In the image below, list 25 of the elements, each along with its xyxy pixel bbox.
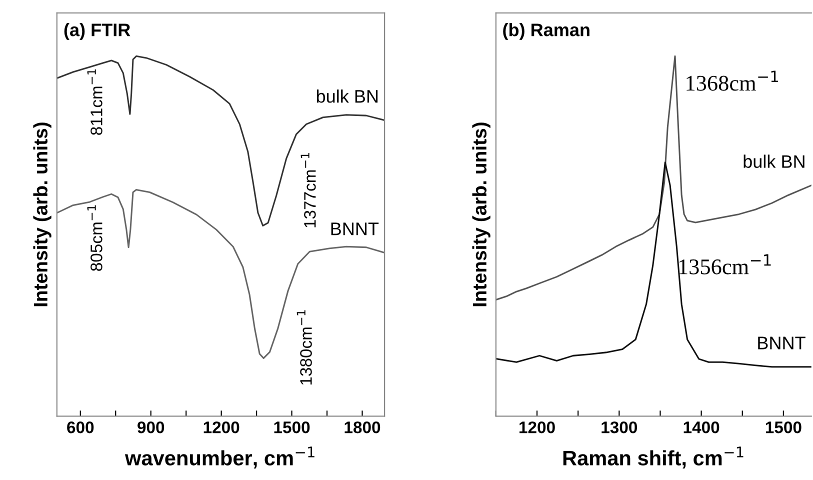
series-label: BNNT [331,222,379,236]
annotation: 1368cm$^{−1}$ [686,70,778,91]
x-tick-label: 900 [138,421,164,434]
x-tick-label: 1400 [684,421,720,434]
x-tick-label: 1500 [274,421,310,434]
chart-title: (b) Raman [503,23,590,40]
x-tick-label: 1200 [204,421,240,434]
y-axis-title: Intensity (arb. units) [33,122,52,306]
annotation: 1377cm$^{−1}$ [300,152,316,228]
x-tick-label: 1500 [766,421,802,434]
annotation: 805cm$^{−1}$ [87,205,102,271]
x-tick-label: 1200 [520,421,555,434]
y-axis-title: Intensity (arb. units) [472,122,490,306]
annotation: 1356cm$^{−1}$ [679,254,771,274]
x-axis-title: Raman shift, cm$^{−1}$ [563,446,744,469]
annotation: 811cm$^{−1}$ [87,69,102,135]
x-tick-label: 1300 [602,421,638,434]
series-label: bulk BN [744,154,804,168]
annotation: 1380cm$^{−1}$ [296,310,312,385]
x-tick-label: 1800 [344,421,380,434]
x-axis-title: wavenumber, cm$^{−1}$ [124,446,314,469]
x-tick-label: 600 [67,421,94,434]
series-label: bulk BN [316,90,378,103]
series-label: BNNT [758,336,806,350]
chart-title: (a) FTIR [64,23,130,40]
